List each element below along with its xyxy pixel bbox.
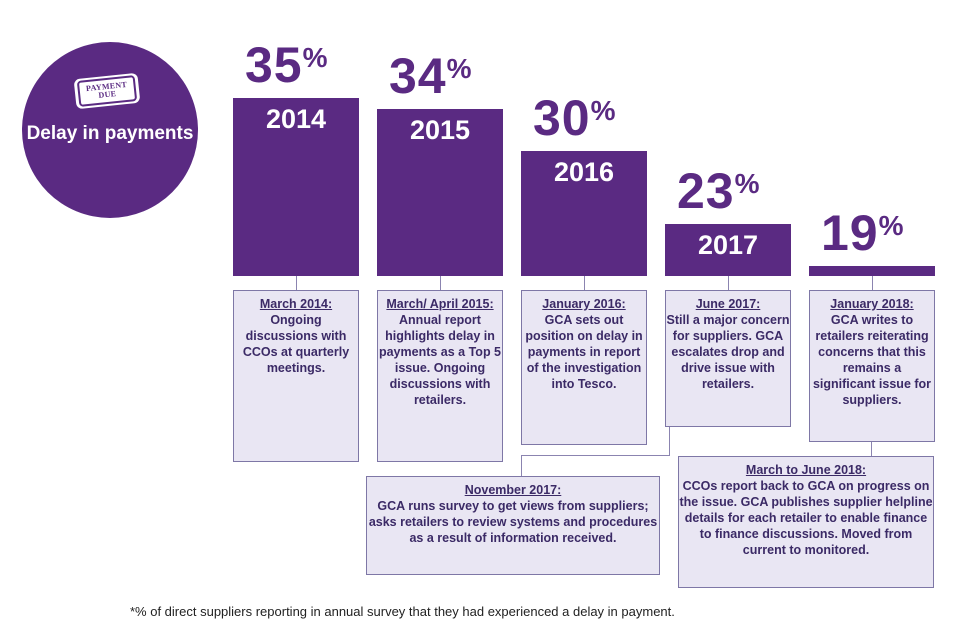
event-box-nov-2017: November 2017: GCA runs survey to get vi… — [366, 476, 660, 575]
event-text: GCA runs survey to get views from suppli… — [368, 499, 658, 545]
payment-due-stamp-icon: PAYMENT DUE — [73, 72, 141, 110]
connector-line — [871, 442, 872, 456]
event-date: January 2016: — [542, 297, 626, 311]
event-text: GCA writes to retailers reiterating conc… — [812, 313, 932, 407]
event-box-2016: January 2016: GCA sets out position on d… — [521, 290, 647, 445]
event-text: Annual report highlights delay in paymen… — [378, 313, 502, 407]
event-box-mar-jun-2018: March to June 2018: CCOs report back to … — [678, 456, 934, 588]
bar-2018 — [809, 266, 935, 276]
event-text: GCA sets out position on delay in paymen… — [525, 313, 643, 391]
event-text: Still a major concern for suppliers. GCA… — [666, 313, 790, 391]
bar-year-label: 2017 — [697, 230, 759, 260]
event-box-2017: June 2017: Still a major concern for sup… — [665, 290, 791, 427]
connector-line — [521, 455, 522, 476]
connector-line — [872, 276, 873, 290]
bar-value-label: 23% — [677, 163, 760, 219]
bar-2015 — [377, 109, 503, 276]
delay-in-payments-badge: PAYMENT DUE Delay in payments — [22, 42, 198, 218]
stamp-line-2: DUE — [98, 89, 117, 100]
event-box-2018: January 2018: GCA writes to retailers re… — [809, 290, 935, 442]
event-date: June 2017: — [695, 297, 761, 311]
event-text: CCOs report back to GCA on progress on t… — [679, 479, 933, 557]
event-date: March to June 2018: — [745, 463, 867, 477]
bar-value-label: 19% — [821, 205, 904, 261]
connector-line — [296, 276, 297, 290]
bar-value-label: 35% — [245, 37, 328, 93]
connector-line — [669, 427, 670, 455]
connector-line — [440, 276, 441, 290]
bar-year-label: 2015 — [409, 115, 471, 145]
bar-year-label: 2014 — [265, 104, 327, 134]
event-date: November 2017: — [464, 483, 562, 497]
connector-line — [521, 455, 670, 456]
footnote: *% of direct suppliers reporting in annu… — [130, 604, 675, 619]
event-date: March/ April 2015: — [386, 297, 494, 311]
bar-2016 — [521, 151, 647, 276]
badge-title: Delay in payments — [26, 123, 194, 144]
event-date: January 2018: — [830, 297, 914, 311]
bar-value-label: 30% — [533, 90, 616, 146]
connector-line — [728, 276, 729, 290]
bar-2017 — [665, 224, 791, 276]
bar-value-label: 34% — [389, 48, 472, 104]
bar-year-label: 2016 — [553, 157, 615, 187]
event-box-2015: March/ April 2015: Annual report highlig… — [377, 290, 503, 462]
bar-2014 — [233, 98, 359, 276]
event-box-2014: March 2014: Ongoing discussions with CCO… — [233, 290, 359, 462]
connector-line — [584, 276, 585, 290]
event-date: March 2014: — [259, 297, 333, 311]
event-text: Ongoing discussions with CCOs at quarter… — [242, 313, 350, 375]
